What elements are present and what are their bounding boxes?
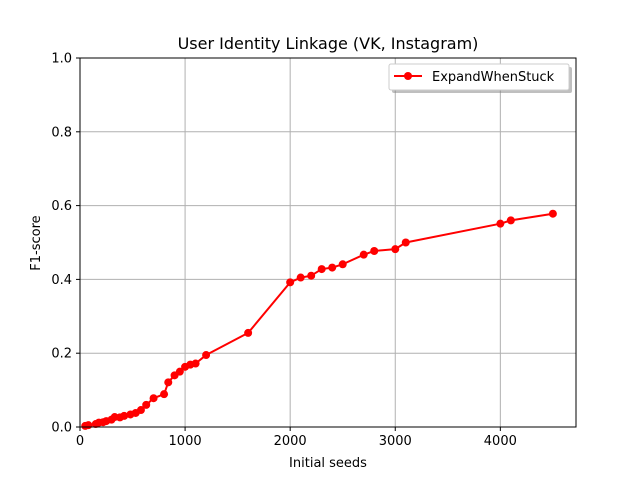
y-tick-label: 0.0 [51,421,72,436]
data-point [142,400,151,409]
data-point [338,260,347,269]
y-tick-label: 0.2 [51,347,72,362]
legend-box [388,63,570,91]
x-tick-label: 4000 [484,434,517,449]
data-point [506,216,515,225]
plot-frame [79,57,577,428]
x-axis-label: Initial seeds [289,456,367,471]
data-point [391,245,400,254]
x-tick-label: 3000 [379,434,412,449]
y-tick-label: 1.0 [51,52,72,67]
legend-label: ExpandWhenStuck [432,70,555,85]
data-point [244,328,253,337]
data-point [359,250,368,259]
data-point [160,390,169,399]
y-tick-label: 0.6 [51,199,72,214]
axes-ticks: 0 1000 2000 3000 4000 0.0 0.2 0.4 0.6 0.8 1.0 [51,52,517,450]
data-point [136,406,145,415]
x-tick-label: 0 [76,434,84,449]
x-tick-label: 2000 [274,434,307,449]
data-point [548,209,557,218]
data-point [84,421,93,430]
data-point [164,378,173,387]
data-point [296,273,305,282]
y-tick-label: 0.4 [51,273,72,288]
x-tick-label: 1000 [169,434,202,449]
y-axis-label: F1-score [29,215,44,270]
data-point [202,351,211,360]
data-point [120,411,129,420]
data-point [317,265,326,274]
data-point [286,278,295,287]
legend: ExpandWhenStuck [388,63,572,93]
data-point [496,219,505,228]
y-tick-label: 0.8 [51,125,72,140]
data-point [370,246,379,255]
plot-background [80,58,576,427]
data-point [307,271,316,280]
series-layer [81,209,557,430]
data-point [401,238,410,247]
chart-title: User Identity Linkage (VK, Instagram) [178,34,479,53]
data-point [175,367,184,376]
data-point [191,359,200,368]
data-point [149,394,158,403]
legend-marker-swatch [404,72,412,80]
data-point [328,263,337,272]
